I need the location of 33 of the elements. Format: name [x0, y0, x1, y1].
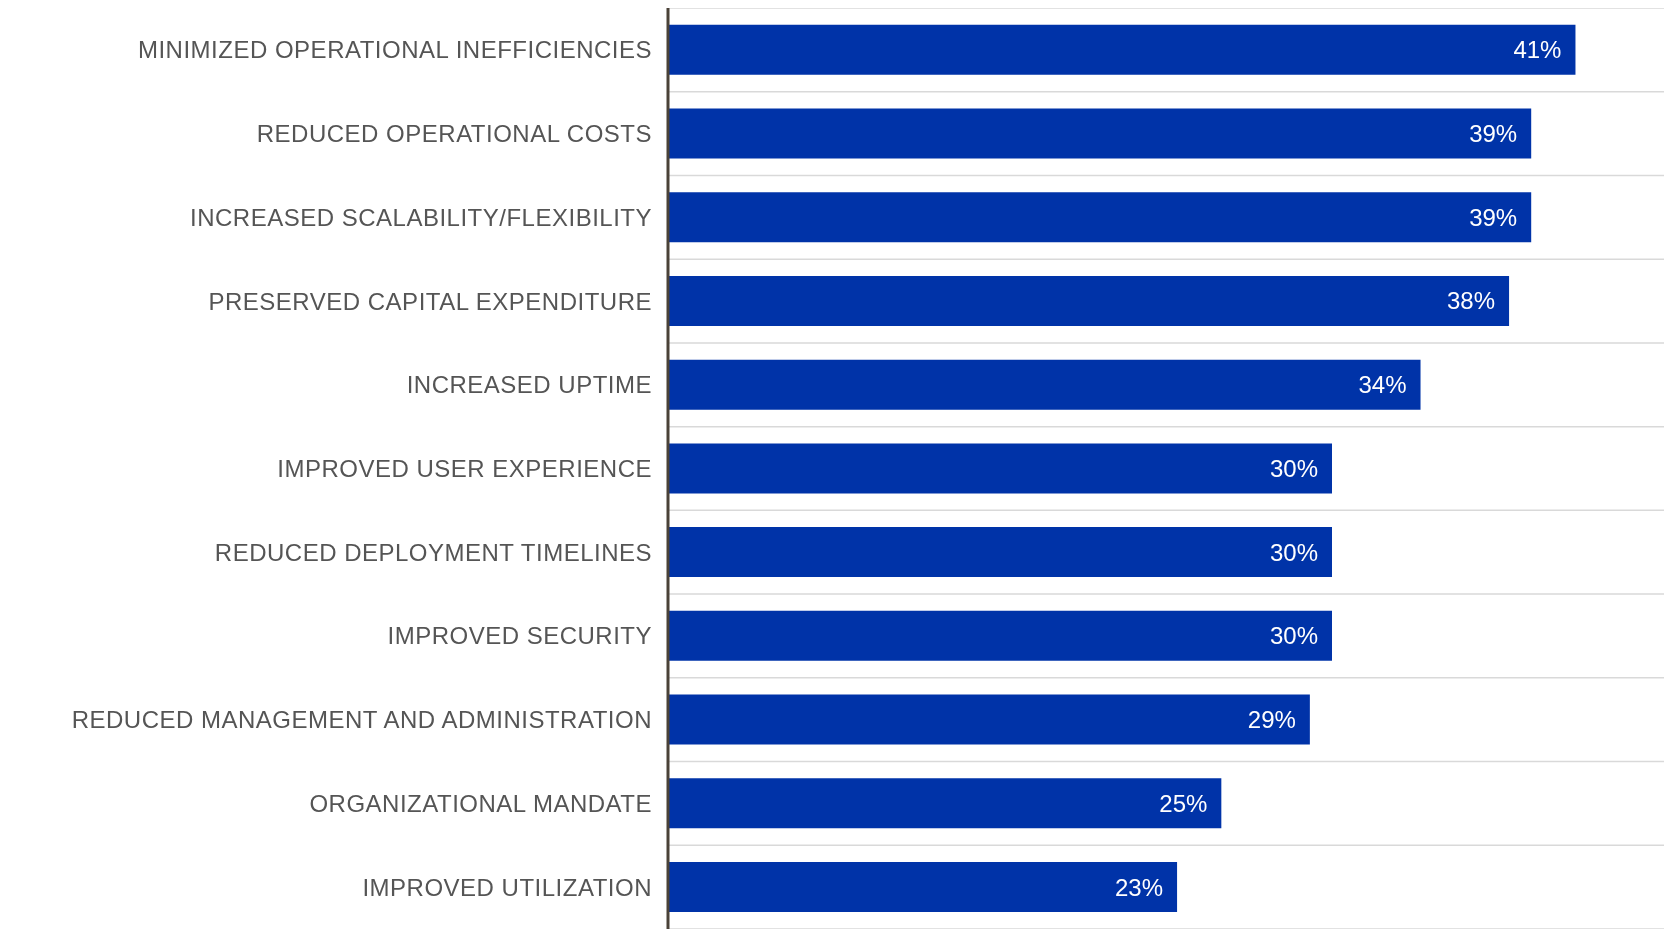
- y-tick-label: ORGANIZATIONAL MANDATE: [309, 789, 652, 817]
- bar: [668, 192, 1532, 243]
- y-tick-label: IMPROVED USER EXPERIENCE: [277, 455, 652, 482]
- data-label: 39%: [1469, 203, 1518, 231]
- y-tick-label: REDUCED OPERATIONAL COSTS: [256, 120, 652, 148]
- bar: [668, 862, 1178, 913]
- bar: [668, 610, 1332, 661]
- data-label: 39%: [1469, 119, 1518, 147]
- bar: [668, 778, 1222, 829]
- bar: [668, 359, 1421, 410]
- y-tick-label: IMPROVED SECURITY: [387, 622, 652, 650]
- data-label: 23%: [1115, 873, 1164, 901]
- bar: [668, 275, 1510, 326]
- data-label: 41%: [1513, 36, 1562, 64]
- data-label: 25%: [1159, 789, 1208, 817]
- data-label: 30%: [1269, 622, 1318, 650]
- data-label: 30%: [1269, 538, 1318, 566]
- y-tick-label: REDUCED MANAGEMENT AND ADMINISTRATION: [71, 706, 652, 734]
- bar: [668, 527, 1332, 578]
- bar: [668, 108, 1532, 159]
- bar: [668, 24, 1576, 75]
- y-tick-label: PRESERVED CAPITAL EXPENDITURE: [208, 287, 652, 315]
- y-tick-label: INCREASED UPTIME: [406, 371, 652, 399]
- data-label: 38%: [1447, 287, 1496, 315]
- data-label: 34%: [1358, 371, 1407, 399]
- bar: [668, 694, 1310, 745]
- y-tick-label: MINIMIZED OPERATIONAL INEFFICIENCIES: [137, 36, 652, 64]
- y-tick-label: INCREASED SCALABILITY/FLEXIBILITY: [190, 203, 652, 231]
- data-label: 30%: [1269, 454, 1318, 482]
- bar: [668, 443, 1332, 494]
- data-label: 29%: [1247, 706, 1296, 734]
- y-tick-label: REDUCED DEPLOYMENT TIMELINES: [214, 538, 652, 566]
- y-tick-label: IMPROVED UTILIZATION: [362, 873, 652, 901]
